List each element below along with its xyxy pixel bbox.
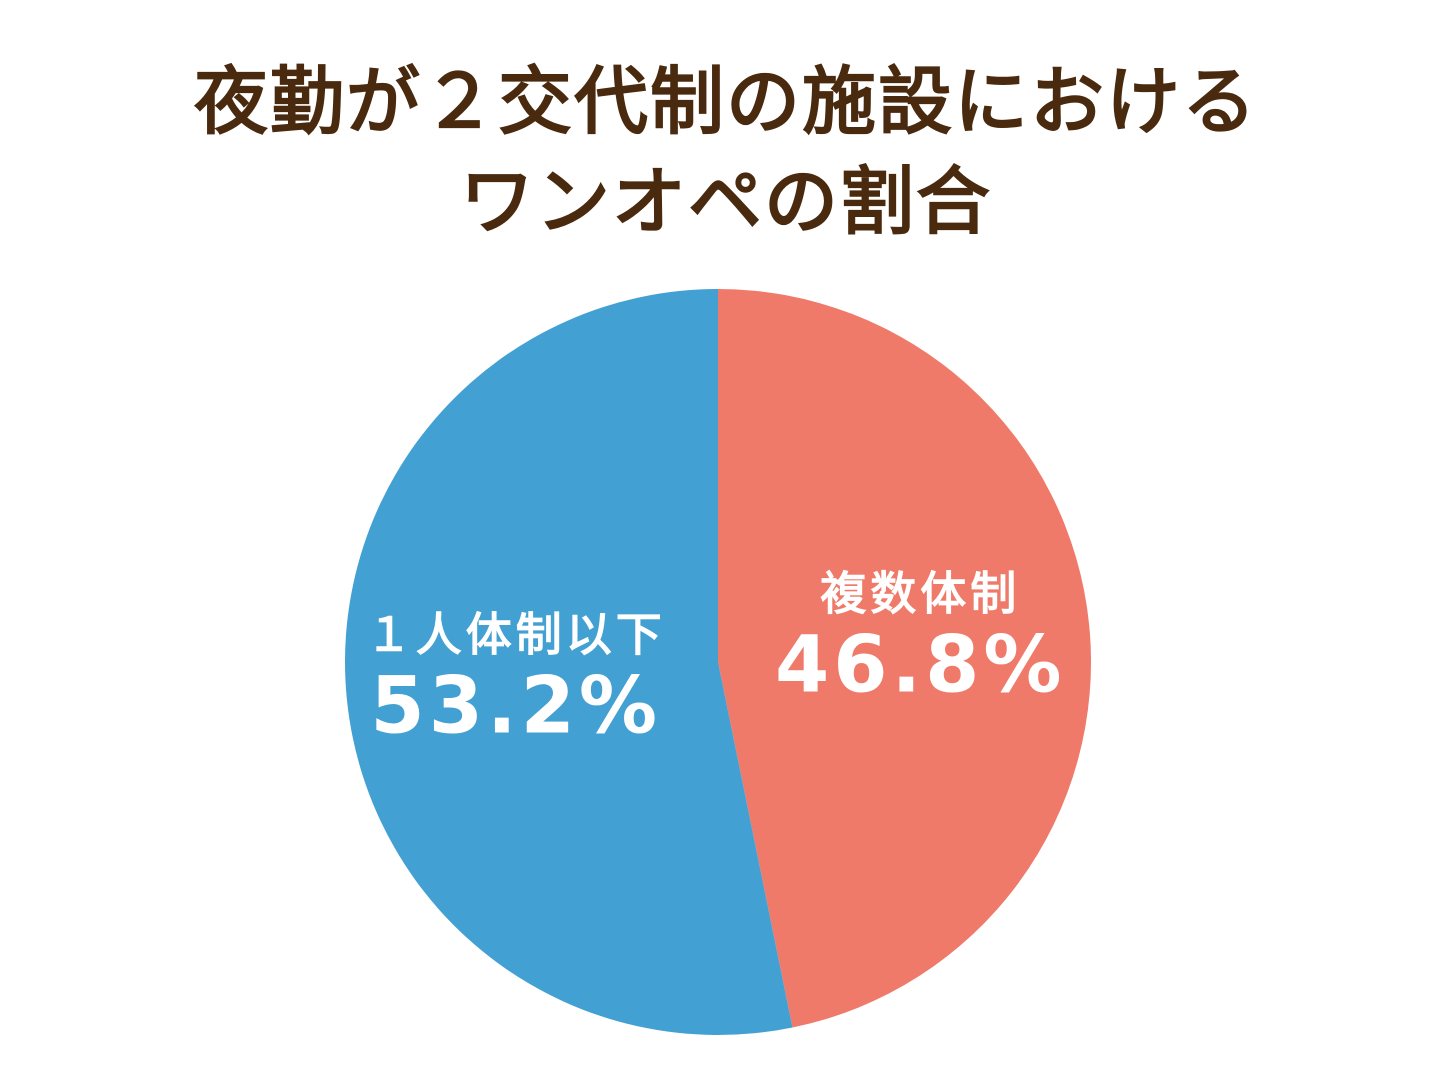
- chart-title-line-1: 夜勤が２交代制の施設における: [194, 59, 1258, 145]
- slice-label-1: １人体制以下: [366, 607, 666, 661]
- slice-value-label-1: 53.2%: [370, 661, 661, 751]
- chart-title-line-2: ワンオペの割合: [460, 159, 992, 245]
- chart-title: 夜勤が２交代制の施設における ワンオペの割合: [0, 52, 1452, 252]
- slice-value-label-0: 46.8%: [775, 621, 1066, 711]
- pie-slice-0: [718, 289, 1092, 1028]
- slice-label-0: 複数体制: [820, 567, 1020, 621]
- pie-slice-1: [345, 289, 793, 1035]
